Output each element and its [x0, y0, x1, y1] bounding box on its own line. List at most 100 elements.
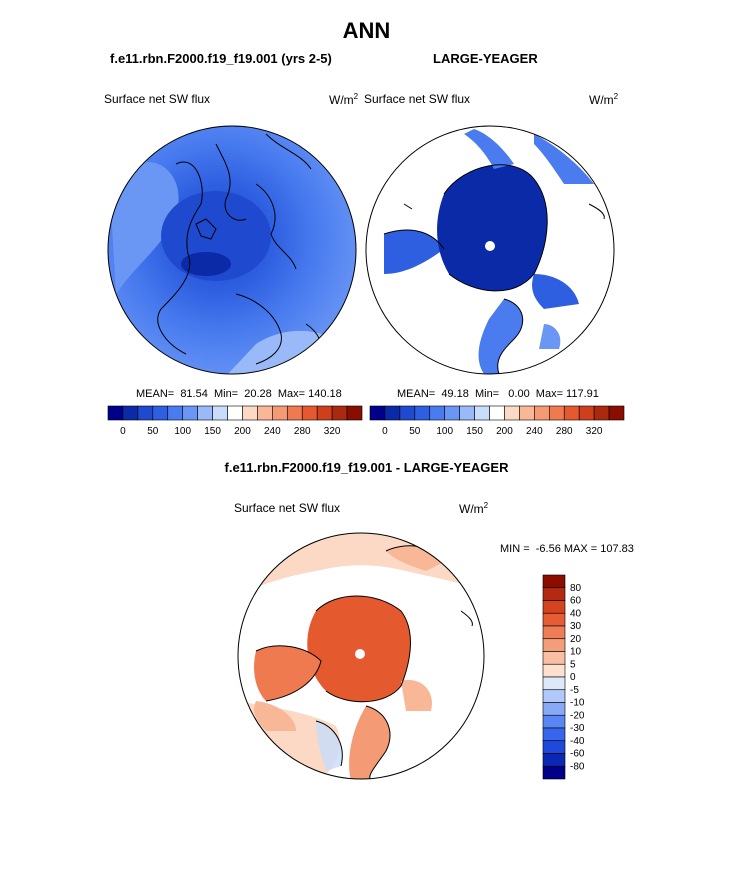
colorbar-tick-label: 0: [382, 426, 388, 437]
colorbar-swatch: [542, 612, 566, 627]
right-units-label: W/m2: [589, 92, 618, 107]
diff-pole-marker: [355, 649, 365, 659]
left-colorbar: 0 50 100 150 200 240 280 320: [107, 405, 363, 437]
colorbar-swatch: [593, 405, 610, 421]
colorbar-swatch: [578, 405, 595, 421]
right-variable-label: Surface net SW flux: [364, 92, 471, 106]
colorbar-swatch: [122, 405, 139, 421]
colorbar-tick-label: 200: [234, 426, 251, 437]
diff-title: f.e11.rbn.F2000.f19_f19.001 - LARGE-YEAG…: [224, 460, 509, 475]
colorbar-swatch: [489, 405, 505, 421]
colorbar-swatch: [563, 405, 580, 421]
colorbar-tick-label: 100: [174, 426, 191, 437]
left-stats: MEAN= 81.54 Min= 20.28 Max= 140.18: [136, 388, 342, 400]
colorbar-swatch: [444, 405, 460, 421]
colorbar-tick-label: 60: [570, 596, 582, 607]
colorbar-tick-label: -20: [570, 710, 585, 721]
colorbar-swatch: [286, 405, 303, 421]
colorbar-tick-label: 30: [570, 621, 582, 632]
colorbar-tick-label: 200: [496, 426, 513, 437]
colorbar-tick-label: 150: [204, 426, 221, 437]
colorbar-tick-label: -10: [570, 698, 585, 709]
colorbar-swatch: [542, 740, 566, 754]
colorbar-tick-label: 40: [570, 608, 582, 619]
difference-polar-map: [237, 532, 485, 780]
colorbar-swatch: [399, 405, 416, 421]
colorbar-swatch: [542, 753, 566, 767]
colorbar-swatch: [542, 574, 566, 589]
left-variable-label: Surface net SW flux: [104, 92, 211, 106]
colorbar-tick-label: -40: [570, 736, 585, 747]
colorbar-swatch: [542, 702, 566, 716]
colorbar-swatch: [542, 727, 566, 742]
diff-units-label: W/m2: [459, 501, 488, 516]
left-polar-map: [107, 125, 357, 375]
colorbar-tick-label: -5: [570, 685, 579, 696]
colorbar-tick-label: 240: [526, 426, 543, 437]
left-units-label: W/m2: [329, 92, 358, 107]
colorbar-tick-label: 5: [570, 659, 576, 670]
colorbar-tick-label: 320: [586, 426, 603, 437]
colorbar-swatch: [227, 405, 243, 421]
colorbar-tick-label: 80: [570, 583, 582, 594]
colorbar-swatch: [384, 405, 401, 421]
colorbar-tick-label: 240: [264, 426, 281, 437]
colorbar-swatch: [152, 405, 169, 421]
colorbar-tick-label: 320: [324, 426, 341, 437]
colorbar-swatch: [519, 405, 535, 421]
colorbar-tick-label: 280: [294, 426, 311, 437]
colorbar-swatch: [542, 651, 566, 665]
colorbar-swatch: [542, 714, 566, 729]
colorbar-tick-label: 10: [570, 647, 582, 658]
right-units-exp: 2: [613, 92, 619, 101]
colorbar-tick-label: -80: [570, 761, 585, 772]
colorbar-swatch: [301, 405, 318, 421]
colorbar-swatch: [504, 405, 520, 421]
colorbar-swatch: [542, 625, 566, 640]
colorbar-swatch: [608, 405, 625, 421]
colorbar-swatch: [542, 663, 566, 678]
left-units-exp: 2: [353, 92, 359, 101]
colorbar-swatch: [331, 405, 348, 421]
left-units-base: W/m: [329, 93, 354, 107]
colorbar-swatch: [107, 405, 124, 421]
colorbar-swatch: [212, 405, 228, 421]
right-polar-map: [365, 125, 615, 375]
colorbar-swatch: [548, 405, 565, 421]
colorbar-swatch: [369, 405, 386, 421]
colorbar-tick-label: -30: [570, 723, 585, 734]
diff-units-exp: 2: [483, 501, 489, 510]
colorbar-swatch: [542, 765, 566, 780]
colorbar-swatch: [474, 405, 490, 421]
colorbar-swatch: [272, 405, 288, 421]
colorbar-tick-label: 150: [466, 426, 483, 437]
colorbar-swatch: [316, 405, 333, 421]
right-colorbar: 0 50 100 150 200 240 280 320: [369, 405, 625, 437]
colorbar-swatch: [182, 405, 198, 421]
colorbar-swatch: [542, 600, 566, 614]
colorbar-swatch: [197, 405, 213, 421]
colorbar-swatch: [167, 405, 184, 421]
colorbar-swatch: [534, 405, 550, 421]
colorbar-tick-label: 0: [120, 426, 126, 437]
colorbar-tick-label: 0: [570, 672, 576, 683]
colorbar-swatch: [542, 689, 566, 703]
case-right-title: LARGE-YEAGER: [433, 51, 538, 66]
colorbar-tick-label: -60: [570, 749, 585, 760]
colorbar-swatch: [542, 638, 566, 652]
colorbar-tick-label: 20: [570, 634, 582, 645]
colorbar-swatch: [429, 405, 446, 421]
colorbar-swatch: [414, 405, 431, 421]
colorbar-swatch: [542, 676, 566, 691]
colorbar-swatch: [346, 405, 363, 421]
diff-stats: MIN = -6.56 MAX = 107.83: [500, 543, 634, 555]
colorbar-tick-label: 50: [409, 426, 421, 437]
colorbar-tick-label: 280: [556, 426, 573, 437]
colorbar-swatch: [459, 405, 475, 421]
diff-units-base: W/m: [459, 502, 484, 516]
colorbar-tick-label: 100: [436, 426, 453, 437]
colorbar-swatch: [242, 405, 258, 421]
colorbar-swatch: [542, 587, 566, 601]
right-stats: MEAN= 49.18 Min= 0.00 Max= 117.91: [397, 388, 599, 400]
colorbar-swatch: [257, 405, 273, 421]
